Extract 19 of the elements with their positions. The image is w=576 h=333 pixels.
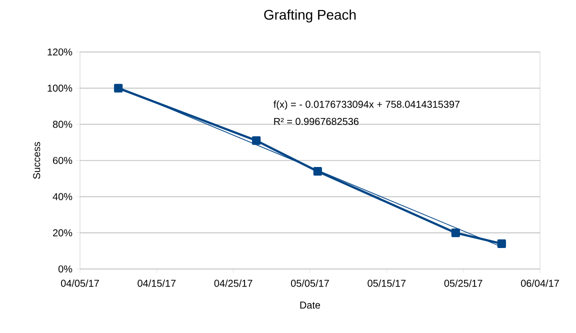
y-tick-label: 100% bbox=[48, 84, 72, 92]
y-tick-label: 40% bbox=[52, 193, 72, 200]
annotation: R² = 0.9967682536 bbox=[274, 118, 359, 125]
y-tick-label: 120% bbox=[48, 48, 72, 56]
x-tick-label: 05/05/17 bbox=[291, 280, 329, 287]
x-tick-label: 04/15/17 bbox=[138, 280, 176, 287]
y-tick-label: 80% bbox=[52, 120, 72, 128]
chart-title: Grafting Peach bbox=[264, 9, 356, 22]
x-axis-title: Date bbox=[300, 302, 320, 309]
x-tick-label: 05/15/17 bbox=[368, 280, 406, 287]
y-tick-label: 60% bbox=[53, 156, 72, 164]
annotation: f(x) = - 0.0176733094x + 758.0414315397 bbox=[274, 100, 460, 110]
x-tick-label: 05/25/17 bbox=[444, 280, 482, 287]
x-tick-label: 04/05/17 bbox=[61, 280, 99, 287]
y-tick-label: 0% bbox=[58, 265, 72, 273]
x-tick-label: 04/25/17 bbox=[214, 280, 252, 287]
y-axis-title: Success bbox=[33, 142, 40, 179]
x-tick-label: 06/04/17 bbox=[521, 280, 559, 287]
y-tick-label: 20% bbox=[53, 229, 72, 236]
